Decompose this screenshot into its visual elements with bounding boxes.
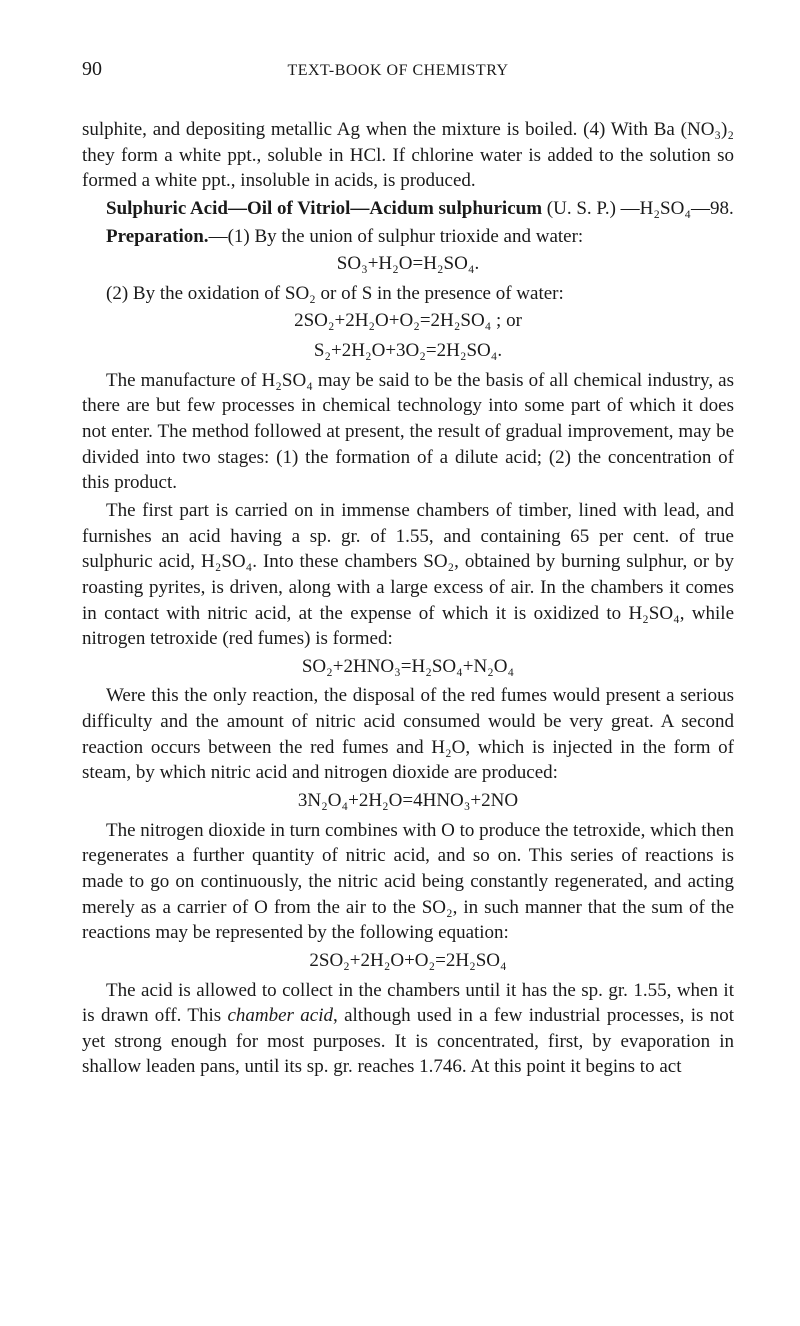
equation: 3N₂O₄+2H₂O=4HNO₃+2NO [82,788,734,814]
page: 90 TEXT-BOOK OF CHEMISTRY sulphite, and … [0,0,800,1142]
italic-term: chamber acid [227,1005,333,1026]
prep-label: Preparation. [106,226,209,247]
body-paragraph: The nitrogen dioxide in turn combines wi… [82,818,734,946]
section-heading: Sulphuric Acid—Oil of Vitriol—Acidum sul… [82,196,734,222]
prep-text: —(1) By the union of sulphur trioxide an… [209,226,584,247]
equation: SO₂+2HNO₃=H₂SO₄+N₂O₄ [82,654,734,680]
equation: SO₃+H₂O=H₂SO₄. [82,251,734,277]
body-paragraph: (2) By the oxidation of SO₂ or of S in t… [82,281,734,307]
body-paragraph: sulphite, and depositing metallic Ag whe… [82,117,734,194]
body-paragraph: Were this the only reaction, the disposa… [82,683,734,786]
page-header: 90 TEXT-BOOK OF CHEMISTRY [82,56,734,83]
body-paragraph: The manufacture of H₂SO₄ may be said to … [82,368,734,496]
equation: 2SO₂+2H₂O+O₂=2H₂SO₄ ; or [82,308,734,334]
running-head: TEXT-BOOK OF CHEMISTRY [62,60,734,82]
body-paragraph: The acid is allowed to collect in the ch… [82,978,734,1081]
equation: 2SO₂+2H₂O+O₂=2H₂SO₄ [82,948,734,974]
body-paragraph: The first part is carried on in immense … [82,498,734,652]
heading-bold: Sulphuric Acid—Oil of Vitriol—Acidum sul… [106,198,542,219]
equation: S₂+2H₂O+3O₂=2H₂SO₄. [82,338,734,364]
heading-tail: (U. S. P.) —H₂SO₄—98. [542,198,734,219]
preparation-line: Preparation.—(1) By the union of sulphur… [82,224,734,250]
